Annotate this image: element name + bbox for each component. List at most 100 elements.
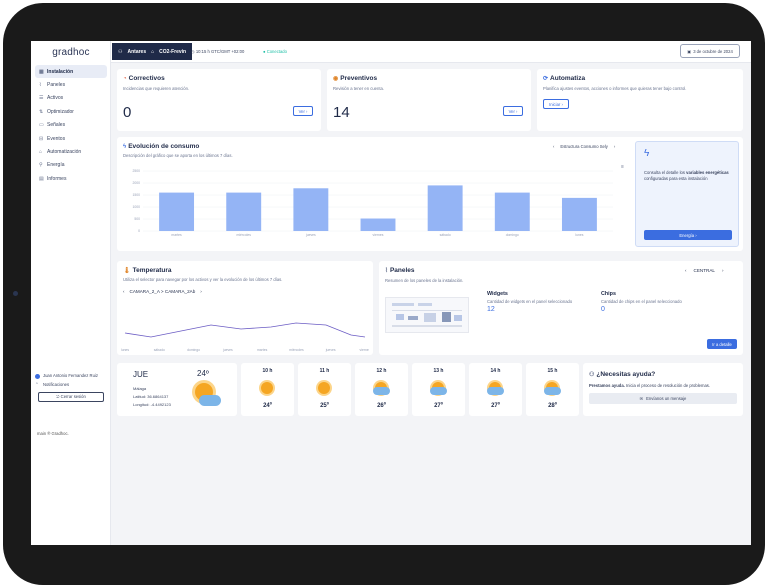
status-text: Conectado: [266, 49, 287, 54]
y-tick-label: 0: [138, 229, 140, 233]
bar: [159, 192, 195, 231]
energy-info-text: Consulta el detalle los variables energé…: [644, 170, 734, 181]
help-message-button[interactable]: ✉ Envíanos un mensaje: [589, 393, 737, 404]
sidebar-item-automatizacion[interactable]: ⌂ Automatización: [35, 145, 107, 158]
weather-hour-card: 12 h 26º: [355, 363, 408, 416]
consumo-subtitle: Descripción del gráfico que se aporta en…: [123, 153, 233, 158]
chevron-left-icon[interactable]: ‹: [553, 144, 555, 149]
panel-preview-graphic: [392, 303, 462, 327]
weather-lon: Longitud: -4.4492123: [133, 402, 171, 407]
button-label: Ir a detalle: [712, 341, 732, 347]
panel-detail-button[interactable]: Ir a detalle: [707, 339, 737, 349]
energy-button[interactable]: Energía ›: [644, 230, 732, 240]
sidebar-item-optimizador[interactable]: ⇅ Optimizador: [35, 105, 107, 118]
sidebar-item-activos[interactable]: ☰ Activos: [35, 92, 107, 105]
chevron-right-icon[interactable]: ›: [721, 268, 724, 273]
timezone: ◷ 10:15 h GTC/GMT +02:00: [191, 49, 244, 54]
weather-today-card: JUE 24º Málaga Latitud: 36.6864137 Longi…: [117, 363, 237, 416]
sidebar-item-label: Informes: [47, 175, 67, 182]
chevron-right-icon: ›: [695, 232, 697, 238]
site-selector[interactable]: ⚇ Antares ⌂ CO2-Frevin: [112, 43, 193, 60]
sidebar-item-label: Instalación: [47, 68, 74, 75]
correctivos-card: ◔ Correctivos Incidencias que requieren a…: [117, 69, 321, 131]
x-tick-label: domingo: [506, 233, 519, 237]
sidebar-item-energia[interactable]: ⚲ Energía: [35, 159, 107, 172]
x-tick-label: miércoles: [236, 233, 251, 237]
consumo-card: ϟ Evolución de consumo Descripción del gr…: [117, 137, 743, 251]
panel-selector[interactable]: ‹ CENTRAL ›: [685, 268, 724, 273]
y-tick-label: 2500: [132, 169, 140, 173]
automatiza-card: ⟳ Automatiza Planifica ajustes eventos, a…: [537, 69, 743, 131]
automatiza-title-text: Automatiza: [550, 75, 586, 82]
help-title-text: ¿Necesitas ayuda?: [596, 371, 656, 378]
widgets-sub: Cantidad de widgets en el panel seleccio…: [487, 299, 573, 304]
hour-label: 15 h: [547, 368, 558, 374]
asset-selector-label: CAMARA_2_A > CAMARA_2Ab: [129, 289, 196, 294]
paneles-subtitle: Resumen de los paneles de la instalación…: [385, 278, 464, 283]
paneles-card: ⌇ Paneles Resumen de los paneles de la in…: [379, 261, 743, 355]
panel-selector-label: CENTRAL: [693, 268, 715, 273]
logout-icon: ⎋: [56, 393, 61, 399]
x-tick-label: viernes: [360, 348, 369, 352]
sidebar-item-instalacion[interactable]: ▦ Instalación: [35, 65, 107, 79]
x-tick-label: viernes: [373, 233, 384, 237]
sidebar-item-label: Señales: [47, 122, 66, 129]
energy-text-post: configuradas para esta instalación: [644, 175, 708, 181]
avatar[interactable]: [35, 374, 40, 379]
automatiza-start-button[interactable]: Iniciar ›: [543, 99, 569, 109]
calendar-icon: ▣: [687, 48, 692, 54]
sidebar-item-senales[interactable]: ▭ Señales: [35, 119, 107, 132]
sidebar-item-eventos[interactable]: ⊟ Eventos: [35, 132, 107, 145]
hour-temp: 27º: [491, 403, 500, 409]
robot-icon: ⌂: [39, 149, 43, 156]
hour-temp: 28º: [548, 403, 557, 409]
camera-dot: [13, 291, 18, 296]
sidebar-item-informes[interactable]: ▤ Informes: [35, 172, 107, 185]
y-tick-label: 500: [134, 217, 140, 221]
help-text-body: Inicia el proceso de resolución de probl…: [626, 383, 711, 388]
bar: [360, 218, 396, 231]
chart-menu-icon[interactable]: ≡: [621, 164, 624, 170]
list-icon: ☰: [39, 95, 44, 102]
sidebar-item-paneles[interactable]: ⌇ Paneles: [35, 78, 107, 91]
temperatura-title: 🌡 Temperatura: [123, 267, 172, 274]
bell-icon: ◔: [123, 76, 127, 82]
pin-icon: ⚲: [39, 162, 43, 169]
energy-text-bold: variables energéticas: [686, 170, 729, 175]
chevron-left-icon[interactable]: ‹: [685, 268, 687, 273]
hour-label: 10 h: [262, 368, 273, 374]
widgets-stat: Widgets Cantidad de widgets en el panel …: [487, 291, 572, 313]
asset-selector[interactable]: ‹ CAMARA_2_A > CAMARA_2Ab ›: [123, 289, 202, 294]
logout-button[interactable]: ⎋ Cerrar sesión: [38, 391, 104, 402]
date-text: 3 de octubre de 2024: [693, 48, 733, 54]
temperatura-card: 🌡 Temperatura Utiliza el selector para na…: [117, 261, 373, 355]
chevron-left-icon[interactable]: ‹: [123, 289, 125, 294]
chevron-right-icon[interactable]: ›: [200, 289, 202, 294]
structure-selector[interactable]: ‹ Estructura Consumo Sely ›: [553, 144, 615, 149]
x-tick-label: martes: [257, 348, 268, 352]
automatiza-subtitle: Planifica ajustes eventos, acciones o in…: [543, 86, 687, 91]
chevron-right-icon: ›: [561, 101, 563, 107]
clock-icon: ◷: [191, 49, 196, 54]
user-section: Juan Antonio Fernandez Ruiz ◔ Notificacio…: [35, 373, 107, 402]
timezone-text: 10:15 h GTC/GMT +02:00: [195, 49, 245, 54]
help-card: ⚇ ¿Necesitas ayuda? Prestamos ayuda. Inic…: [583, 363, 743, 416]
chevron-right-icon[interactable]: ›: [613, 144, 616, 149]
x-tick-label: lunes: [575, 233, 583, 237]
date-picker[interactable]: ▣ 3 de octubre de 2024: [680, 44, 740, 58]
pulse-icon: ⌇: [385, 268, 388, 274]
widgets-label: Widgets: [487, 291, 508, 297]
event-icon: ⊟: [39, 135, 44, 142]
notifications-link[interactable]: ◔ Notificaciones: [35, 381, 107, 388]
x-tick-label: miércoles: [289, 348, 304, 352]
temperature-line: [124, 322, 366, 338]
bar: [427, 185, 463, 231]
consumo-chart: 0 500 1000 1500 2000 2500 martes miércoles jueve…: [132, 169, 613, 237]
energy-text-pre: Consulta el detalle los: [644, 170, 685, 175]
topbar: ⚇ Antares ⌂ CO2-Frevin ◷ 10:15 h GTC/GMT +…: [111, 41, 751, 63]
preventivos-value: 14: [333, 104, 350, 121]
correctivos-view-button[interactable]: Ver ›: [293, 106, 313, 116]
x-tick-label: sábado: [440, 233, 451, 237]
temperatura-title-text: Temperatura: [132, 267, 172, 274]
preventivos-view-button[interactable]: Ver ›: [503, 106, 523, 116]
